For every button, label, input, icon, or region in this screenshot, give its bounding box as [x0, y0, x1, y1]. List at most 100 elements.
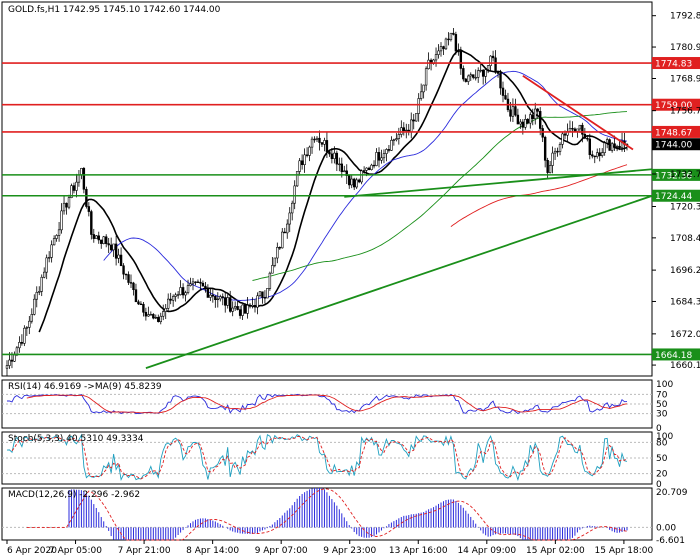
price-tick-label: 1768.95: [670, 75, 700, 85]
candle-body: [310, 138, 314, 148]
candle: [18, 336, 21, 353]
candle: [343, 165, 346, 173]
candle: [561, 132, 564, 149]
candle-body: [67, 197, 71, 208]
candle-body: [472, 74, 475, 78]
candle: [355, 177, 358, 190]
candle: [28, 315, 31, 335]
candle-body: [613, 143, 616, 148]
candle-body: [298, 160, 301, 172]
candle-body: [414, 113, 418, 122]
candle: [529, 112, 532, 129]
candle-body: [47, 257, 51, 259]
candle-body: [196, 281, 200, 283]
candle-body: [233, 306, 237, 309]
candle-body: [514, 106, 517, 116]
candle: [486, 65, 490, 74]
candle-body: [303, 154, 306, 165]
candle-body: [608, 139, 611, 151]
candle: [283, 227, 286, 234]
candle-body: [377, 152, 381, 161]
resistance-level-tag: [652, 98, 700, 111]
price-tick-label: 1660.15: [670, 361, 700, 371]
price-tick-label: 1708.45: [670, 234, 700, 244]
candle-body: [132, 282, 135, 291]
candle: [134, 283, 138, 303]
candle-body: [315, 137, 319, 140]
candle: [243, 303, 247, 314]
candle: [330, 147, 334, 164]
resistance-level-tag: [652, 125, 700, 138]
candle: [152, 313, 155, 320]
candle: [271, 256, 274, 274]
candle-body: [605, 139, 609, 144]
candle-body: [551, 152, 554, 166]
time-tick-label: 7 Apr 21:00: [118, 546, 171, 556]
candle: [236, 301, 239, 311]
candle: [67, 194, 71, 210]
candle: [5, 360, 9, 376]
candle-body: [476, 70, 480, 78]
candle: [422, 84, 425, 99]
candle: [114, 235, 118, 266]
candle-body: [119, 254, 123, 267]
candle-body: [209, 294, 212, 298]
candle: [169, 292, 172, 305]
candle: [159, 312, 162, 325]
candle-body: [174, 294, 177, 297]
candle-body: [266, 288, 269, 299]
candle-body: [457, 50, 460, 53]
candle-body: [452, 32, 455, 35]
candle-body: [444, 38, 448, 50]
candle: [286, 219, 289, 239]
candle: [92, 228, 96, 243]
candle-body: [290, 202, 294, 214]
candle-body: [553, 150, 557, 154]
candle: [414, 113, 418, 122]
candle: [392, 138, 396, 146]
candle-body: [328, 151, 331, 155]
candle-body: [201, 282, 205, 287]
candle-body: [543, 136, 547, 161]
candle-body: [541, 128, 544, 138]
candle: [241, 304, 244, 320]
candle: [226, 294, 229, 309]
candle-body: [204, 285, 207, 290]
candle-body: [504, 95, 507, 100]
candle: [437, 44, 440, 59]
price-tick-label: 1756.75: [670, 107, 700, 117]
candle: [308, 145, 311, 162]
candle-body: [278, 247, 281, 249]
candle: [402, 122, 405, 136]
candle: [102, 235, 105, 245]
candle: [261, 291, 264, 304]
candle: [30, 308, 33, 324]
candle-body: [462, 68, 465, 80]
candle: [452, 27, 455, 36]
candle: [618, 140, 621, 151]
candle: [281, 228, 284, 249]
candle-body: [434, 54, 438, 61]
candle-body: [216, 298, 219, 301]
stoch-tick-label: 100: [656, 432, 673, 442]
candle: [55, 234, 58, 242]
candle: [147, 306, 150, 317]
candle: [117, 248, 120, 264]
candle-body: [519, 121, 522, 125]
candle: [318, 130, 321, 151]
candle: [548, 160, 552, 174]
candle-body: [82, 168, 86, 190]
candle-body: [313, 138, 316, 141]
candle: [238, 305, 242, 319]
last-price-tag: [652, 138, 700, 151]
candle-body: [467, 75, 470, 82]
candle-body: [211, 294, 215, 297]
candle-body: [531, 114, 534, 119]
candle: [405, 123, 408, 139]
candle: [157, 314, 160, 323]
candle: [293, 180, 296, 210]
candle-body: [534, 108, 537, 119]
candle: [333, 146, 336, 164]
candle-body: [367, 167, 371, 170]
